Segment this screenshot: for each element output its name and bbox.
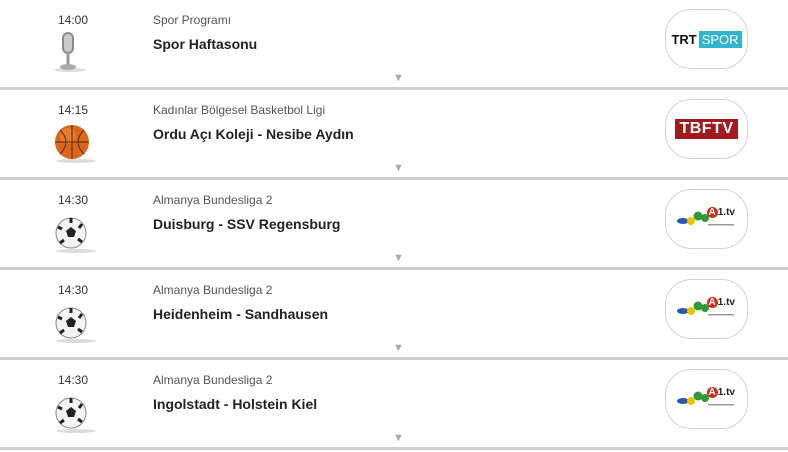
program-category: Kadınlar Bölgesel Basketbol Ligi [153, 103, 326, 117]
a1tv-logo-mark [676, 301, 734, 316]
program-title: Ordu Açı Koleji - Nesibe Aydın [153, 126, 354, 142]
expand-chevron-icon[interactable]: ▼ [393, 342, 404, 354]
logo-text: TRT [671, 31, 697, 47]
program-category: Almanya Bundesliga 2 [153, 283, 273, 297]
channel-logo-trt-spor[interactable]: TRT SPOR [665, 9, 748, 69]
expand-chevron-icon[interactable]: ▼ [393, 252, 404, 264]
logo-text: A1.tv [708, 297, 735, 308]
program-time: 14:15 [58, 103, 89, 117]
channel-logo-tbftv[interactable]: TBFTV [665, 99, 748, 159]
channel-logo-a1tv[interactable]: A1.tv [665, 279, 748, 339]
program-title: Heidenheim - Sandhausen [153, 306, 329, 322]
logo-text: SPOR [698, 30, 742, 48]
football-icon [55, 307, 96, 343]
football-icon [55, 397, 96, 433]
program-row[interactable]: 14:30 Almanya Bundesliga 2 Ingolstadt - … [0, 360, 788, 450]
program-row[interactable]: 14:30 Almanya Bundesliga 2 Duisburg - SS… [0, 180, 788, 270]
program-category: Spor Programı [153, 13, 232, 27]
a1tv-logo-mark [676, 391, 734, 406]
expand-chevron-icon[interactable]: ▼ [393, 432, 404, 444]
football-icon [55, 217, 96, 253]
expand-chevron-icon[interactable]: ▼ [393, 162, 404, 174]
program-row[interactable]: 14:30 Almanya Bundesliga 2 Heidenheim - … [0, 270, 788, 360]
logo-text: TBFTV [675, 119, 738, 139]
program-category: Almanya Bundesliga 2 [153, 373, 273, 387]
program-time: 14:30 [58, 193, 89, 207]
logo-text: A1.tv [708, 387, 735, 398]
program-row[interactable]: 14:00 Spor Programı Spor Haftasonu ▼ TRT… [0, 0, 788, 90]
channel-logo-a1tv[interactable]: A1.tv [665, 369, 748, 429]
program-time: 14:30 [58, 283, 89, 297]
microphone-icon [54, 32, 86, 72]
program-row[interactable]: 14:15 Kadınlar Bölgesel Basketbol Ligi O… [0, 90, 788, 180]
expand-chevron-icon[interactable]: ▼ [393, 72, 404, 84]
program-time: 14:30 [58, 373, 89, 387]
a1tv-logo-mark [676, 211, 734, 226]
logo-text: A1.tv [708, 207, 735, 218]
basketball-icon [55, 125, 96, 163]
program-category: Almanya Bundesliga 2 [153, 193, 273, 207]
program-time: 14:00 [58, 13, 89, 27]
program-title: Ingolstadt - Holstein Kiel [153, 396, 318, 412]
program-title: Duisburg - SSV Regensburg [153, 216, 341, 232]
channel-logo-a1tv[interactable]: A1.tv [665, 189, 748, 249]
program-title: Spor Haftasonu [153, 36, 258, 52]
